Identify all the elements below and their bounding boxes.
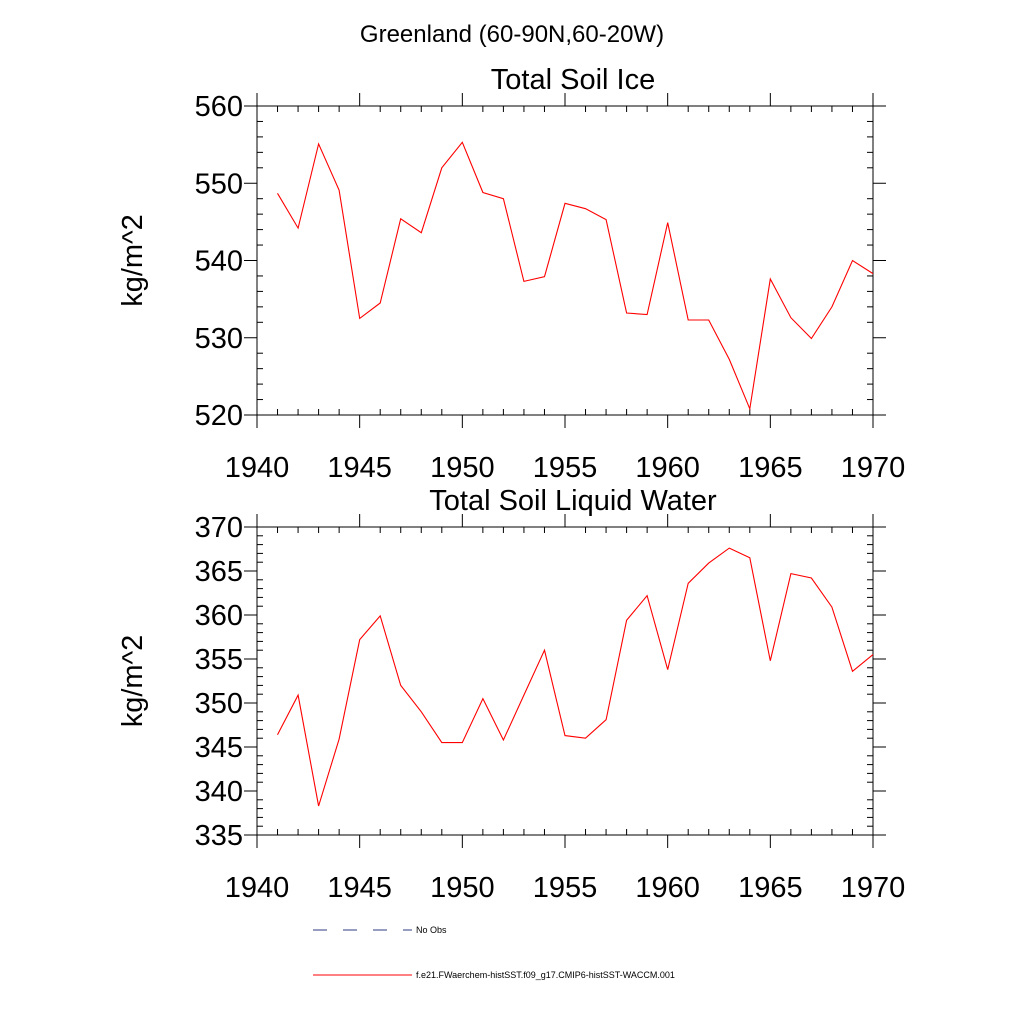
series-line (277, 547, 874, 807)
y-axis-label: kg/m^2 (117, 635, 149, 728)
y-tick-label: 520 (195, 400, 243, 432)
y-tick-label: 530 (195, 323, 243, 355)
y-tick-label: 365 (195, 556, 243, 588)
x-tick-label: 1950 (430, 872, 495, 904)
x-tick-label: 1965 (738, 872, 803, 904)
x-tick-label: 1940 (225, 452, 290, 484)
panel-title: Total Soil Liquid Water (429, 485, 717, 517)
x-tick-label: 1960 (635, 872, 700, 904)
legend: No Obs f.e21.FWaerchem-histSST.f09_g17.CM… (313, 925, 675, 980)
plot-frame (256, 526, 874, 836)
x-tick-label: 1945 (327, 872, 392, 904)
x-tick-label: 1960 (635, 452, 700, 484)
y-tick-label: 350 (195, 688, 243, 720)
x-tick-label: 1945 (327, 452, 392, 484)
legend-label: f.e21.FWaerchem-histSST.f09_g17.CMIP6-hi… (416, 970, 675, 980)
x-tick-label: 1970 (841, 872, 906, 904)
panel-total-soil-ice: Total Soil Ice 1940 1945 1950 1955 1960 1965 19… (117, 64, 905, 484)
figure-title: Greenland (60-90N,60-20W) (360, 21, 664, 48)
x-tick-label: 1940 (225, 872, 290, 904)
y-tick-label: 550 (195, 168, 243, 200)
x-tick-label: 1955 (533, 452, 598, 484)
x-tick-label: 1950 (430, 452, 495, 484)
plot-frame (256, 105, 874, 416)
y-axis-label: kg/m^2 (117, 214, 149, 307)
y-tick-label: 335 (195, 820, 243, 852)
y-tick-label: 540 (195, 246, 243, 278)
x-tick-label: 1965 (738, 452, 803, 484)
y-tick-label: 560 (195, 91, 243, 123)
y-tick-label: 370 (195, 512, 243, 544)
y-tick-label: 345 (195, 732, 243, 764)
y-tick-label: 340 (195, 776, 243, 808)
series-line (277, 141, 874, 411)
x-tick-label: 1955 (533, 872, 598, 904)
panel-title: Total Soil Ice (491, 64, 655, 96)
y-tick-label: 355 (195, 644, 243, 676)
x-tick-label: 1970 (841, 452, 906, 484)
legend-label: No Obs (416, 925, 447, 935)
y-tick-label: 360 (195, 600, 243, 632)
panel-total-soil-liquid-water: Total Soil Liquid Water 1940 1945 1950 1955 1… (117, 485, 905, 904)
